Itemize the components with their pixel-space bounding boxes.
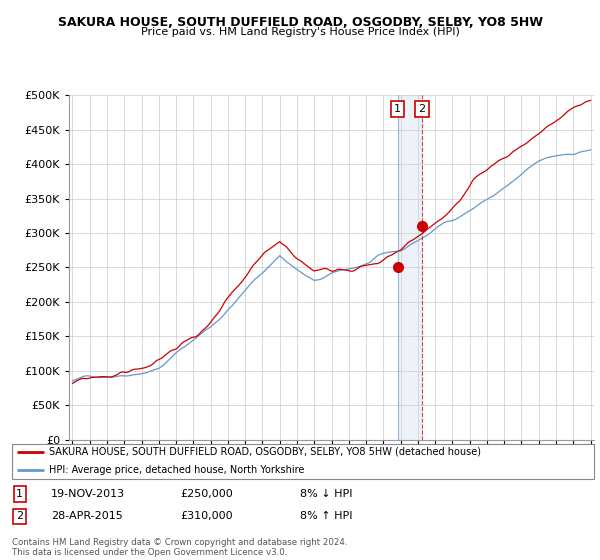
Text: 2: 2 <box>419 104 426 114</box>
Text: Contains HM Land Registry data © Crown copyright and database right 2024.
This d: Contains HM Land Registry data © Crown c… <box>12 538 347 557</box>
Bar <box>398 95 422 440</box>
FancyBboxPatch shape <box>12 444 594 479</box>
Text: 2: 2 <box>16 511 23 521</box>
Text: 1: 1 <box>16 489 23 499</box>
Text: 1: 1 <box>394 104 401 114</box>
Text: 8% ↑ HPI: 8% ↑ HPI <box>300 511 353 521</box>
Text: £250,000: £250,000 <box>180 489 233 499</box>
Text: SAKURA HOUSE, SOUTH DUFFIELD ROAD, OSGODBY, SELBY, YO8 5HW: SAKURA HOUSE, SOUTH DUFFIELD ROAD, OSGOD… <box>58 16 542 29</box>
Text: HPI: Average price, detached house, North Yorkshire: HPI: Average price, detached house, Nort… <box>49 465 304 475</box>
Text: 28-APR-2015: 28-APR-2015 <box>51 511 123 521</box>
Text: 8% ↓ HPI: 8% ↓ HPI <box>300 489 353 499</box>
Text: SAKURA HOUSE, SOUTH DUFFIELD ROAD, OSGODBY, SELBY, YO8 5HW (detached house): SAKURA HOUSE, SOUTH DUFFIELD ROAD, OSGOD… <box>49 447 481 457</box>
Text: £310,000: £310,000 <box>180 511 233 521</box>
Text: 19-NOV-2013: 19-NOV-2013 <box>51 489 125 499</box>
Text: Price paid vs. HM Land Registry's House Price Index (HPI): Price paid vs. HM Land Registry's House … <box>140 27 460 37</box>
